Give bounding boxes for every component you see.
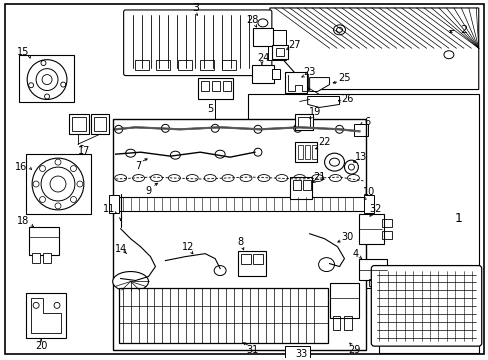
Text: 7: 7 [135,161,142,171]
Text: 5: 5 [206,104,213,114]
Bar [29,227,59,255]
Ellipse shape [112,271,148,292]
Text: 8: 8 [237,237,243,247]
Bar [297,117,309,127]
Bar [119,197,365,211]
Text: 28: 28 [245,15,258,25]
Bar [329,283,359,318]
Text: 31: 31 [245,345,258,355]
FancyBboxPatch shape [123,10,271,76]
Bar [94,117,105,131]
Ellipse shape [214,266,225,275]
Bar [289,177,311,199]
Text: 6: 6 [364,117,369,127]
Bar [271,45,287,59]
Text: 26: 26 [341,94,353,104]
Bar [311,145,316,159]
Text: 29: 29 [347,345,360,355]
Bar [72,117,86,131]
Polygon shape [309,78,329,91]
Bar [302,180,310,190]
Bar [201,81,209,90]
Polygon shape [307,96,339,107]
Bar [69,114,89,134]
Bar [251,65,273,82]
Bar [125,12,269,73]
Bar [332,316,340,330]
Bar [359,258,386,280]
Bar [373,269,478,343]
Text: 23: 23 [303,67,315,77]
Bar [382,231,391,239]
Bar [294,114,312,130]
Bar [134,60,148,69]
Text: 22: 22 [318,137,330,147]
Bar [271,69,279,78]
Text: 25: 25 [338,73,350,82]
Text: 24: 24 [257,53,269,63]
Text: 27: 27 [288,40,301,50]
Bar [200,60,214,69]
Bar [368,279,374,287]
Bar [238,251,265,275]
Bar [284,72,306,94]
Text: 1: 1 [454,212,462,225]
Bar [275,48,283,56]
Bar [119,288,327,343]
Text: 9: 9 [145,186,151,196]
Text: 18: 18 [17,216,29,226]
Text: 3: 3 [191,3,198,13]
Bar [344,316,352,330]
Text: 14: 14 [114,244,126,254]
Text: 10: 10 [363,187,375,197]
Bar [198,78,233,99]
Text: 2: 2 [459,25,467,35]
Ellipse shape [318,258,334,271]
Text: 30: 30 [341,232,353,242]
Bar [212,81,220,90]
Bar [267,30,285,60]
Text: 33: 33 [295,349,307,359]
Bar [294,142,316,162]
Bar [241,254,250,264]
Text: 21: 21 [313,172,325,182]
Bar [43,253,51,262]
Text: 4: 4 [352,249,358,258]
Polygon shape [26,293,66,338]
Text: 13: 13 [354,152,367,162]
Bar [112,120,366,350]
Bar [304,145,309,159]
Polygon shape [269,8,478,90]
Text: 20: 20 [35,341,47,351]
FancyBboxPatch shape [370,266,481,346]
Bar [252,28,272,46]
Bar [297,145,302,159]
Bar [91,114,108,134]
Bar [284,346,309,358]
Text: 15: 15 [17,47,29,57]
Bar [32,253,40,262]
Bar [108,195,119,213]
Bar [178,60,192,69]
Bar [354,124,367,136]
Bar [359,214,384,244]
Text: 12: 12 [182,242,194,252]
Bar [382,219,391,227]
Text: 32: 32 [368,204,381,214]
Bar [26,154,91,214]
Bar [292,180,300,190]
Bar [364,195,373,213]
Bar [19,55,74,103]
Text: 11: 11 [102,204,115,214]
Text: 19: 19 [308,107,320,117]
Text: 17: 17 [78,146,90,156]
Bar [223,81,231,90]
Bar [252,254,263,264]
Text: 16: 16 [15,162,27,172]
Bar [222,60,236,69]
Bar [156,60,170,69]
